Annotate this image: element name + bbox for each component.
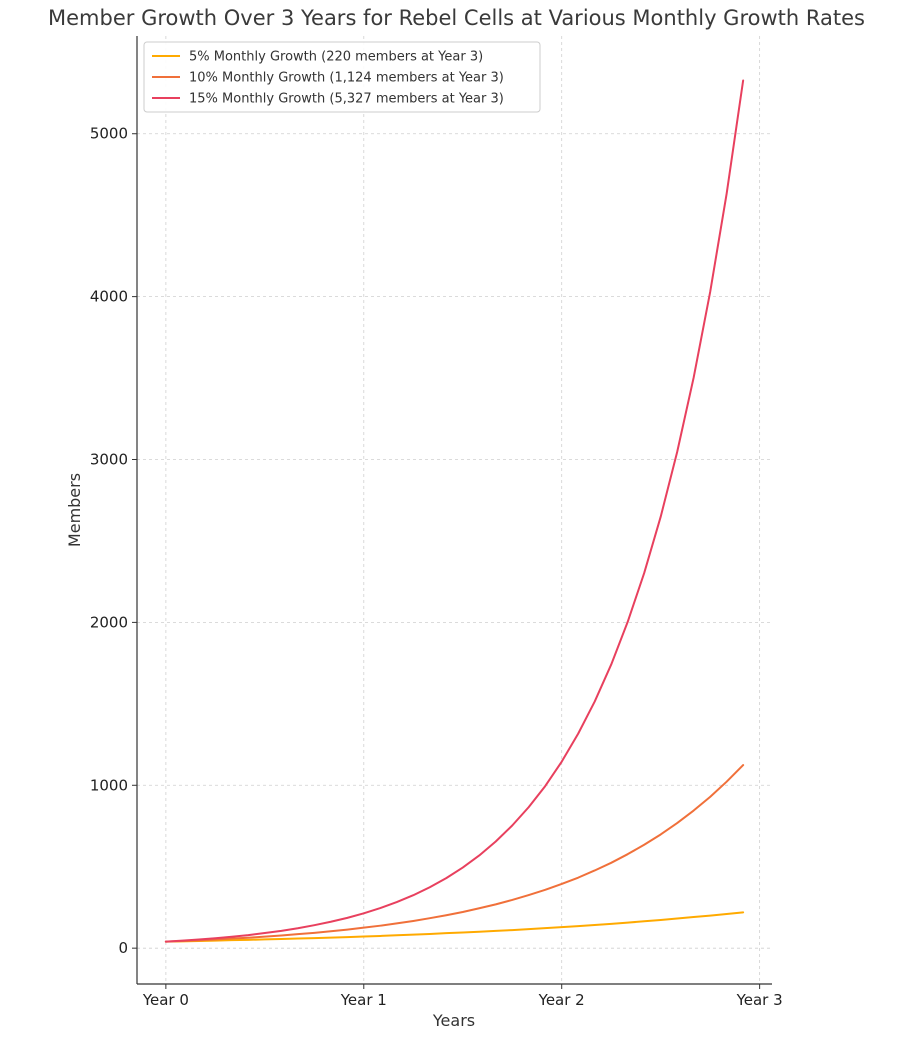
x-tick-label: Year 2	[538, 991, 585, 1009]
y-tick-label: 1000	[90, 776, 128, 794]
series-line-3	[164, 79, 745, 943]
y-axis-label: Members	[65, 473, 84, 547]
y-tick-label: 5000	[90, 125, 128, 143]
chart-title: Member Growth Over 3 Years for Rebel Cel…	[48, 6, 865, 30]
legend: 5% Monthly Growth (220 members at Year 3…	[143, 41, 541, 113]
legend-box	[143, 41, 541, 113]
y-tick-label: 4000	[90, 288, 128, 306]
tick-labels: 0 1000 2000 3000 4000 5000 Year 0 Year 1 Year 2 Y…	[90, 125, 783, 1009]
x-tick-label: Year 0	[142, 991, 189, 1009]
x-tick-label: Year 3	[736, 991, 783, 1009]
y-tick-label: 0	[118, 939, 128, 957]
x-tick-label: Year 1	[340, 991, 387, 1009]
grid	[137, 36, 772, 984]
y-tick-label: 3000	[90, 451, 128, 469]
legend-label-1: 5% Monthly Growth (220 members at Year 3…	[189, 50, 483, 65]
axes	[136, 36, 772, 985]
legend-label-2: 10% Monthly Growth (1,124 members at Yea…	[189, 71, 504, 86]
x-axis-label: Years	[432, 1011, 475, 1030]
series-line-2	[164, 764, 745, 943]
y-tick-label: 2000	[90, 613, 128, 631]
legend-label-3: 15% Monthly Growth (5,327 members at Yea…	[189, 92, 504, 107]
series-lines	[164, 79, 745, 943]
series-line-1	[164, 911, 745, 943]
